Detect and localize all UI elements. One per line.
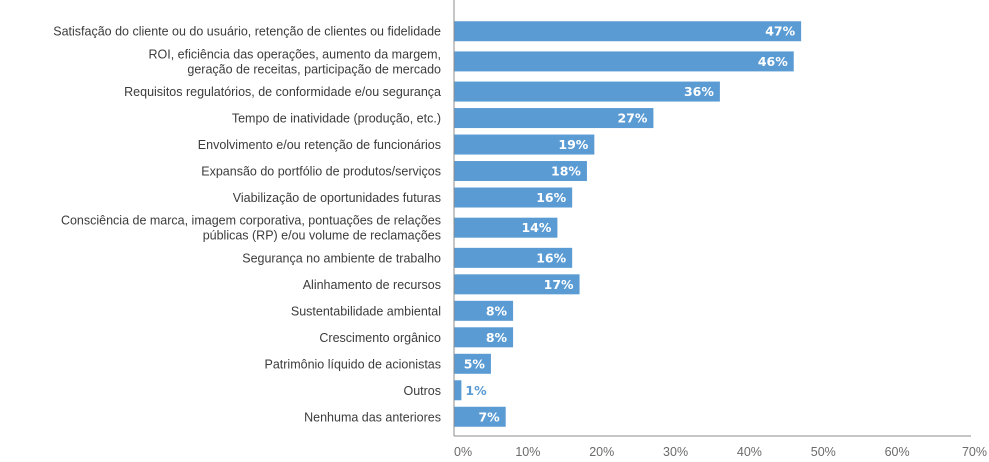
bar xyxy=(454,134,595,155)
category-label: Outros xyxy=(403,384,441,398)
bar-value-label: 16% xyxy=(536,250,566,265)
x-tick-label: 50% xyxy=(811,445,836,459)
bar xyxy=(454,380,462,401)
bar-value-label: 5% xyxy=(464,356,486,371)
bar xyxy=(454,327,514,348)
bar-value-label: 36% xyxy=(684,84,714,99)
bar xyxy=(454,300,514,321)
category-label: Expansão do portfólio de produtos/serviç… xyxy=(201,165,441,179)
category-label: Tempo de inatividade (produção, etc.) xyxy=(232,112,441,126)
category-label: públicas (RP) e/ou volume de reclamações xyxy=(203,229,441,243)
category-label: Patrimônio líquido de acionistas xyxy=(265,357,442,371)
bar-value-label: 46% xyxy=(758,54,788,69)
bar-value-label: 7% xyxy=(478,409,500,424)
category-label: Sustentabilidade ambiental xyxy=(291,304,441,318)
bar xyxy=(454,247,573,268)
category-label: Satisfação do cliente ou do usuário, ret… xyxy=(53,25,441,39)
bar-value-label: 47% xyxy=(765,24,795,39)
bar xyxy=(454,81,720,102)
category-label: Crescimento orgânico xyxy=(319,331,441,345)
bar xyxy=(454,21,802,42)
bar-value-label: 16% xyxy=(536,190,566,205)
bar xyxy=(454,406,506,427)
x-tick-label: 0% xyxy=(454,445,472,459)
bar xyxy=(454,161,587,182)
category-labels-group: Satisfação do cliente ou do usuário, ret… xyxy=(53,25,441,425)
bar xyxy=(454,353,491,374)
bar-value-label: 14% xyxy=(521,220,551,235)
category-label: Requisitos regulatórios, de conformidade… xyxy=(124,85,441,99)
bar xyxy=(454,274,580,295)
x-tick-label: 20% xyxy=(589,445,614,459)
x-tick-label: 60% xyxy=(885,445,910,459)
axes-group: 0% 10% 20% 30% 40% 50% 60% 70% xyxy=(453,0,987,459)
category-label: Nenhuma das anteriores xyxy=(304,410,441,424)
category-label: geração de receitas, participação de mer… xyxy=(187,62,441,76)
bar xyxy=(454,51,794,72)
category-label: Consciência de marca, imagem corporativa… xyxy=(61,214,441,228)
bar-value-label: 1% xyxy=(465,383,487,398)
x-tick-label: 10% xyxy=(515,445,540,459)
bar xyxy=(454,108,654,129)
x-tick-label: 30% xyxy=(663,445,688,459)
category-label: Envolvimento e/ou retenção de funcionári… xyxy=(198,138,441,152)
bar xyxy=(454,217,558,238)
bar-value-label: 19% xyxy=(558,137,588,152)
category-label: Viabilização de oportunidades futuras xyxy=(233,191,441,205)
bar-value-label: 18% xyxy=(551,164,581,179)
bar xyxy=(454,187,573,208)
category-label: Alinhamento de recursos xyxy=(303,278,441,292)
bar-value-label: 8% xyxy=(486,303,508,318)
bar-value-label: 8% xyxy=(486,330,508,345)
bar-value-label: 27% xyxy=(617,111,647,126)
category-label: ROI, eficiência das operações, aumento d… xyxy=(148,47,441,61)
x-tick-label: 70% xyxy=(962,445,987,459)
x-tick-label: 40% xyxy=(737,445,762,459)
bar-value-label: 17% xyxy=(544,277,574,292)
category-label: Segurança no ambiente de trabalho xyxy=(242,251,441,265)
bars-group: 47%46%36%27%19%18%16%14%16%17%8%8%5%1%7% xyxy=(454,21,802,427)
